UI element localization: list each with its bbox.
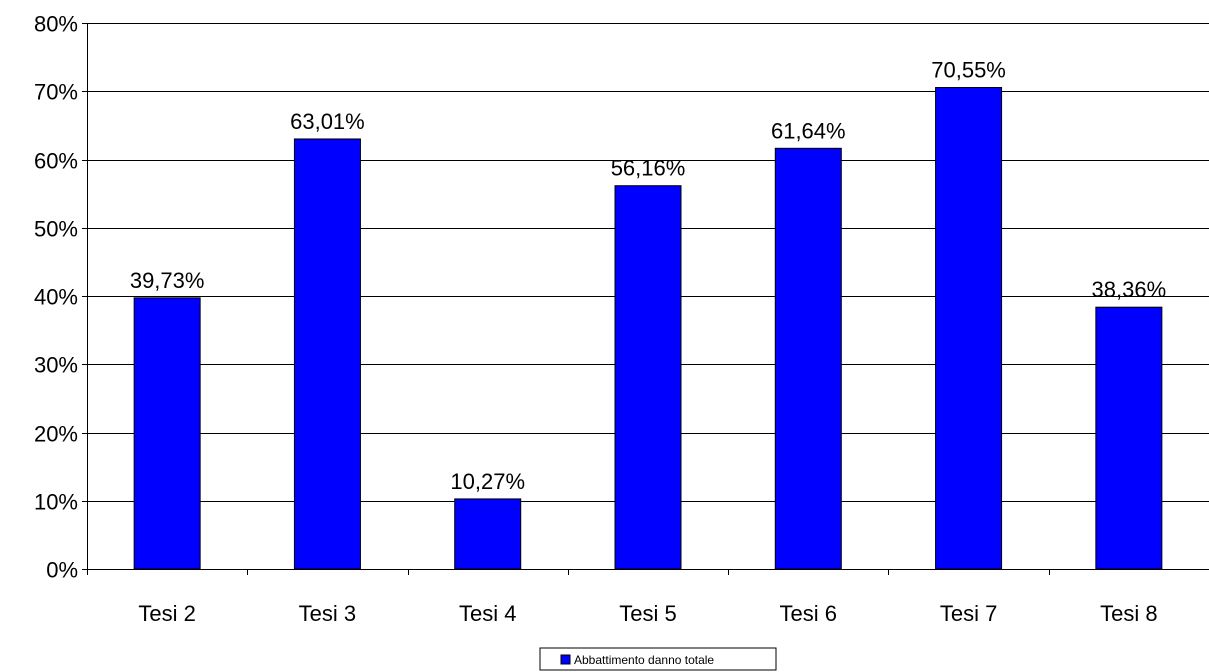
- bar: [133, 297, 201, 570]
- y-tick-label: 60%: [34, 149, 78, 174]
- x-tick-label: Tesi 5: [619, 601, 676, 626]
- data-label: 39,73%: [130, 268, 205, 293]
- x-tick-label: Tesi 2: [138, 601, 195, 626]
- data-labels: 39,73% 63,01% 10,27% 56,16% 61,64% 70,55% 38,3…: [130, 57, 1166, 493]
- y-tick-label: 0%: [46, 558, 78, 583]
- x-tick-label: Tesi 8: [1100, 601, 1157, 626]
- y-tick-label: 40%: [34, 285, 78, 310]
- data-label: 38,36%: [1092, 277, 1167, 302]
- x-tick-label: Tesi 7: [940, 601, 997, 626]
- y-tick-label: 20%: [34, 422, 78, 447]
- legend-box: [539, 647, 777, 671]
- data-label: 56,16%: [611, 156, 686, 181]
- bars: [133, 86, 1163, 570]
- data-label: 63,01%: [290, 109, 365, 134]
- bar: [454, 498, 522, 570]
- x-axis-ticks: Tesi 2 Tesi 3 Tesi 4 Tesi 5 Tesi 6 Tesi 7 Tesi…: [87, 569, 1158, 626]
- x-tick-label: Tesi 3: [299, 601, 356, 626]
- legend: Abbattimento danno totale: [539, 647, 777, 671]
- axes: [87, 23, 1209, 570]
- bar: [293, 138, 361, 570]
- bar: [1095, 306, 1163, 570]
- data-label: 61,64%: [771, 118, 846, 143]
- y-tick-label: 80%: [34, 12, 78, 37]
- legend-swatch: [560, 654, 571, 665]
- bar: [774, 147, 842, 570]
- y-tick-label: 10%: [34, 490, 78, 515]
- data-label: 10,27%: [450, 469, 525, 494]
- data-label: 70,55%: [931, 57, 1006, 82]
- bar: [614, 185, 682, 570]
- x-tick-label: Tesi 6: [780, 601, 837, 626]
- y-axis-ticks: 0% 10% 20% 30% 40% 50% 60% 70% 80%: [34, 12, 87, 583]
- y-tick-label: 30%: [34, 353, 78, 378]
- legend-label: Abbattimento danno totale: [574, 653, 714, 667]
- y-tick-label: 50%: [34, 217, 78, 242]
- y-tick-label: 70%: [34, 80, 78, 105]
- x-tick-label: Tesi 4: [459, 601, 516, 626]
- bar: [935, 86, 1003, 570]
